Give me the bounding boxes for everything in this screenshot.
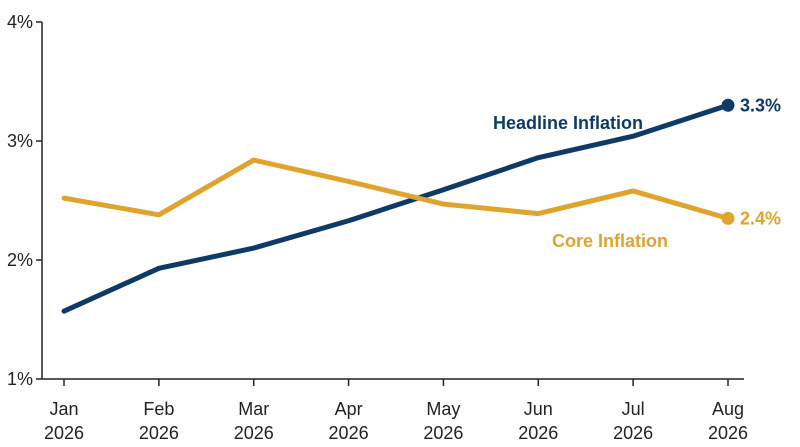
x-tick-month-label: May	[426, 399, 460, 419]
y-tick-label: 4%	[7, 12, 33, 32]
series-line-core	[61, 157, 731, 221]
x-ticks: Jan 2026 Feb 2026 Mar 2026 Apr 2026 May 2026 Jun 20…	[44, 379, 748, 443]
x-tick-year-label: 2026	[139, 423, 179, 443]
series-end-value-label: 3.3%	[740, 95, 781, 115]
axes	[41, 22, 744, 380]
series-labels: 3.3% Headline Inflation 2.4% Core Inflation	[493, 95, 781, 251]
x-tick-month-label: Feb	[143, 399, 174, 419]
x-tick-month-label: Jun	[524, 399, 553, 419]
x-tick-year-label: 2026	[518, 423, 558, 443]
series-name-label: Headline Inflation	[493, 113, 643, 133]
y-tick-label: 1%	[7, 369, 33, 389]
x-tick-year-label: 2026	[329, 423, 369, 443]
x-tick-month-label: Mar	[238, 399, 269, 419]
y-ticks: 1% 2% 3% 4%	[7, 12, 42, 389]
x-tick-month-label: Aug	[712, 399, 744, 419]
x-tick-month-label: Jan	[49, 399, 78, 419]
x-tick-year-label: 2026	[423, 423, 463, 443]
series-end-point	[721, 211, 735, 225]
y-tick-label: 3%	[7, 131, 33, 151]
x-tick-year-label: 2026	[708, 423, 748, 443]
y-tick-label: 2%	[7, 250, 33, 270]
x-tick-year-label: 2026	[44, 423, 84, 443]
x-tick-year-label: 2026	[234, 423, 274, 443]
x-tick-month-label: Apr	[335, 399, 363, 419]
x-tick-year-label: 2026	[613, 423, 653, 443]
x-tick-month-label: Jul	[622, 399, 645, 419]
series-lines	[61, 98, 735, 314]
series-end-value-label: 2.4%	[740, 208, 781, 228]
series-name-label: Core Inflation	[552, 231, 668, 251]
series-line-headline	[61, 102, 731, 314]
series-end-point	[721, 98, 735, 112]
